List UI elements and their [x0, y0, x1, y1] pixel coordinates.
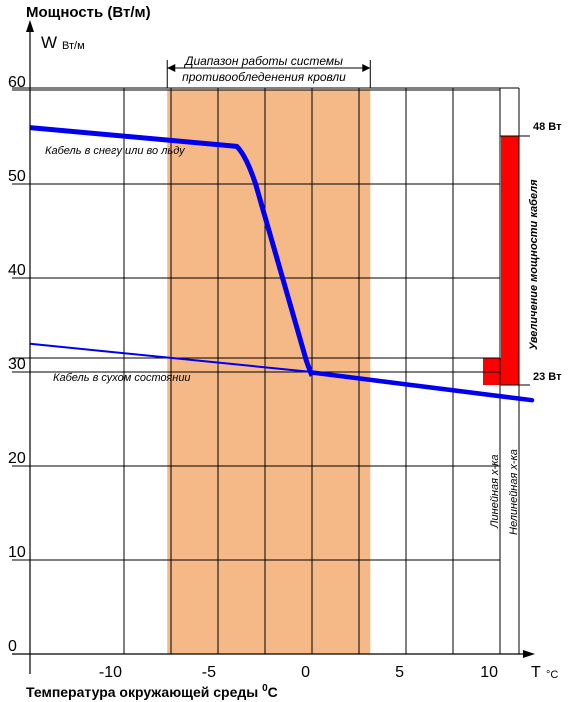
max-power-label: 48 Вт	[533, 121, 562, 133]
x-axis-unit: °C	[546, 669, 558, 681]
y-axis-unit: Вт/м	[62, 40, 85, 52]
series-group	[29, 125, 535, 403]
x-tick-label--5: -5	[202, 664, 216, 681]
range-annotation: Диапазон работы системы противообледенен…	[166, 54, 371, 88]
x-axis-title-main: Температура окружающей среды	[26, 684, 262, 700]
chart-title: Мощность (Вт/м)	[26, 4, 151, 21]
y-tick-label-30: 30	[8, 356, 26, 373]
nonlinear-characteristic-label: Нелинейная х-ка	[508, 449, 520, 535]
x-axis-title: Температура окружающей среды 0C	[26, 683, 278, 700]
x-axis-label: Т	[531, 664, 541, 681]
y-tick-label-20: 20	[8, 450, 26, 467]
y-tick-label-50: 50	[8, 168, 26, 185]
x-tick-label-5: 5	[395, 664, 404, 681]
range-arrowhead-left	[167, 64, 176, 72]
tick-labels: 0 10 20 30 40 50 60 -10 -5 0 5 10	[8, 74, 498, 681]
y-tick-label-40: 40	[8, 262, 26, 279]
x-tick-label--10: -10	[99, 664, 122, 681]
y-axis-arrowhead	[26, 20, 34, 32]
power-increase-bar	[483, 136, 519, 385]
range-arrowhead-right	[362, 64, 371, 72]
power-increase-label: Увеличение мощности кабеля	[528, 179, 540, 350]
linear-characteristic-label: Линейная х-ка	[489, 454, 501, 529]
x-axis-arrowhead	[523, 650, 535, 658]
series-label-dry: Кабель в сухом состоянии	[53, 372, 191, 384]
y-tick-label-60: 60	[8, 74, 26, 91]
range-label-line1: Диапазон работы системы	[183, 54, 343, 68]
range-label-line2: противообледенения кровли	[182, 70, 346, 84]
x-axis-title-end: C	[268, 684, 278, 700]
axes	[12, 20, 535, 674]
y-tick-label-0: 0	[8, 638, 17, 655]
y-axis-label: W	[41, 33, 57, 52]
y-tick-label-10: 10	[8, 544, 26, 561]
x-axis-title-sup: 0	[262, 683, 268, 694]
min-power-label: 23 Вт	[533, 371, 562, 383]
series-line-dry-b	[309, 370, 535, 403]
series-line-dry-a	[29, 342, 313, 373]
x-tick-label-0: 0	[301, 664, 310, 681]
series-label-snow: Кабель в снегу или во льду	[45, 145, 186, 157]
x-tick-label-10: 10	[480, 664, 498, 681]
